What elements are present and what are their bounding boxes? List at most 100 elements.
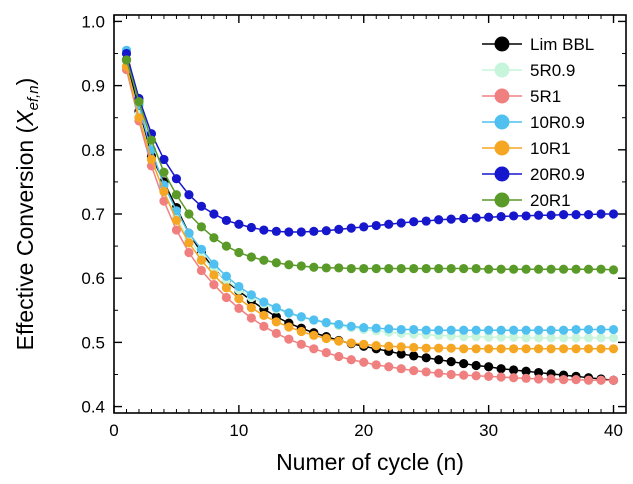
data-point-lim-bbl bbox=[509, 365, 519, 375]
data-point-lim-bbl bbox=[471, 360, 481, 371]
data-point-20r1 bbox=[284, 260, 294, 270]
data-point-10r0-9 bbox=[309, 315, 319, 325]
data-point-10r1 bbox=[196, 255, 207, 265]
y-axis-title-var: X bbox=[12, 109, 38, 127]
data-point-10r0-9 bbox=[596, 324, 606, 335]
data-point-5r1 bbox=[496, 372, 506, 382]
data-point-5r0-9 bbox=[509, 332, 519, 342]
data-point-20r0-9 bbox=[371, 220, 381, 231]
data-point-20r1 bbox=[434, 263, 444, 274]
data-point-20r1 bbox=[396, 263, 406, 274]
data-point-10r1 bbox=[396, 342, 406, 352]
data-point-20r1 bbox=[221, 241, 231, 251]
data-point-20r1 bbox=[171, 190, 182, 200]
series-line-10r1 bbox=[125, 66, 614, 350]
data-point-10r0-9 bbox=[409, 324, 419, 335]
y-tick-label: 0.6 bbox=[81, 269, 105, 288]
data-point-20r0-9 bbox=[384, 219, 394, 229]
data-point-10r1 bbox=[546, 344, 556, 354]
data-point-5r0-9 bbox=[546, 333, 556, 343]
series-line-5r0-9 bbox=[125, 66, 614, 339]
data-point-lim-bbl bbox=[409, 351, 419, 361]
x-tick-label: 20 bbox=[354, 421, 373, 440]
x-tick-label: 40 bbox=[604, 421, 623, 440]
data-point-5r1 bbox=[196, 265, 207, 276]
data-point-5r1 bbox=[434, 368, 444, 378]
data-point-10r0-9 bbox=[321, 317, 331, 328]
data-point-10r1 bbox=[521, 344, 531, 354]
data-point-20r0-9 bbox=[184, 190, 194, 200]
legend-marker bbox=[494, 36, 510, 52]
y-axis-title: Effective Conversion (Xef,n) bbox=[12, 78, 42, 351]
series-line-10r0-9 bbox=[125, 50, 614, 331]
legend-item-10r0-9: 10R0.9 bbox=[482, 113, 585, 132]
data-point-10r0-9 bbox=[571, 324, 581, 335]
data-point-5r0-9 bbox=[608, 333, 619, 343]
legend-label: 10R0.9 bbox=[530, 113, 585, 132]
data-point-5r1 bbox=[309, 344, 319, 354]
data-point-10r0-9 bbox=[384, 324, 394, 334]
data-point-10r1 bbox=[309, 330, 319, 340]
data-point-20r1 bbox=[134, 97, 144, 107]
data-point-10r0-9 bbox=[421, 325, 431, 335]
data-point-10r1 bbox=[159, 186, 169, 197]
legend-label: 20R1 bbox=[530, 191, 571, 210]
data-point-20r1 bbox=[384, 263, 394, 274]
data-point-10r0-9 bbox=[459, 325, 469, 335]
series-line-5r1 bbox=[125, 69, 614, 382]
data-point-10r1 bbox=[184, 238, 194, 248]
data-point-10r1 bbox=[171, 215, 182, 226]
data-point-20r0-9 bbox=[259, 225, 269, 235]
data-point-20r0-9 bbox=[284, 227, 294, 237]
data-point-5r0-9 bbox=[571, 333, 581, 343]
data-point-10r0-9 bbox=[359, 323, 369, 333]
data-point-20r0-9 bbox=[421, 216, 431, 226]
data-point-5r1 bbox=[171, 225, 182, 235]
data-point-5r0-9 bbox=[583, 333, 594, 343]
data-point-10r0-9 bbox=[346, 321, 356, 331]
data-point-5r1 bbox=[359, 357, 369, 367]
x-tick-label: 10 bbox=[229, 421, 248, 440]
data-point-5r1 bbox=[583, 375, 594, 385]
data-point-5r1 bbox=[259, 321, 269, 331]
data-point-5r0-9 bbox=[471, 332, 481, 342]
data-point-5r1 bbox=[521, 373, 531, 383]
data-point-20r1 bbox=[459, 263, 469, 274]
data-point-10r1 bbox=[146, 154, 157, 165]
data-point-20r1 bbox=[209, 233, 219, 243]
data-point-5r1 bbox=[234, 303, 244, 313]
data-point-10r1 bbox=[459, 344, 469, 354]
data-point-10r0-9 bbox=[496, 325, 506, 335]
data-point-20r0-9 bbox=[583, 210, 594, 220]
data-point-10r1 bbox=[571, 344, 581, 354]
data-point-20r0-9 bbox=[546, 210, 556, 220]
data-point-20r0-9 bbox=[509, 211, 519, 221]
data-point-10r1 bbox=[409, 342, 419, 353]
data-point-20r1 bbox=[533, 264, 544, 274]
data-point-10r0-9 bbox=[234, 281, 244, 292]
data-point-10r1 bbox=[134, 113, 144, 123]
data-point-10r1 bbox=[384, 341, 394, 351]
y-tick-label: 1.0 bbox=[81, 12, 105, 31]
data-point-20r0-9 bbox=[296, 227, 306, 237]
data-point-10r0-9 bbox=[558, 325, 569, 335]
series-line-lim-bbl bbox=[125, 59, 614, 382]
data-point-20r1 bbox=[596, 264, 606, 274]
legend-label: 5R0.9 bbox=[530, 61, 575, 80]
data-point-5r1 bbox=[608, 375, 619, 385]
data-point-20r0-9 bbox=[596, 209, 606, 219]
data-point-5r1 bbox=[409, 366, 419, 376]
data-point-5r1 bbox=[558, 375, 569, 385]
data-point-10r1 bbox=[471, 344, 481, 354]
y-axis-title-sub: ef,n bbox=[25, 85, 42, 110]
data-point-20r1 bbox=[484, 264, 494, 274]
data-point-5r1 bbox=[421, 367, 431, 377]
data-point-10r0-9 bbox=[533, 325, 544, 335]
data-point-20r0-9 bbox=[171, 174, 182, 184]
data-point-20r1 bbox=[571, 264, 581, 274]
data-point-5r1 bbox=[459, 370, 469, 380]
data-point-10r0-9 bbox=[259, 297, 269, 307]
data-point-5r1 bbox=[271, 328, 281, 338]
data-point-20r0-9 bbox=[221, 215, 231, 226]
